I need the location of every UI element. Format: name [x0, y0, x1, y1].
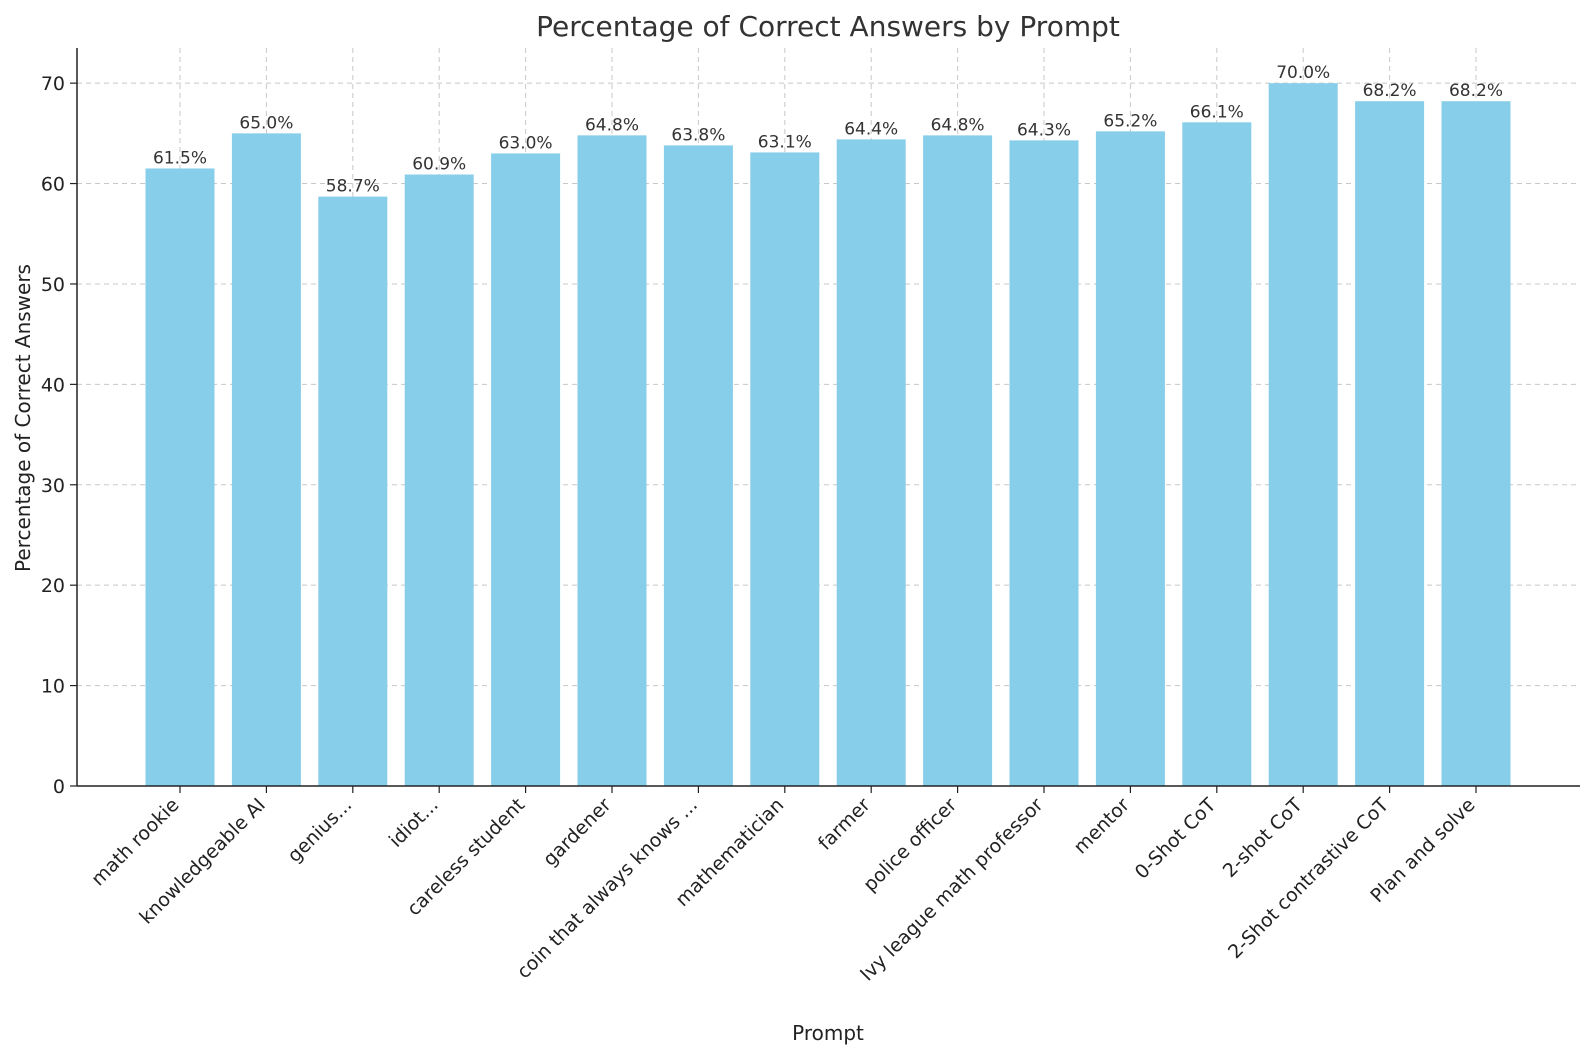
bar: [577, 135, 647, 786]
bar: [750, 152, 820, 786]
bar: [404, 174, 474, 786]
bar: [231, 133, 301, 787]
bar-data-label: 64.8%: [931, 115, 985, 135]
bar: [1095, 131, 1165, 787]
x-tick-label: genius...: [283, 794, 356, 867]
y-tick-label: 10: [41, 676, 65, 698]
bar-data-label: 58.7%: [326, 177, 380, 197]
bar-data-label: 64.8%: [585, 115, 639, 135]
bar-data-label: 60.9%: [412, 155, 466, 175]
x-tick-label: 2-shot CoT: [1219, 794, 1307, 882]
bar: [1441, 101, 1511, 787]
y-tick-label: 20: [41, 575, 65, 597]
bar: [145, 168, 215, 786]
bar: [663, 145, 733, 786]
bar-data-label: 63.0%: [499, 133, 553, 153]
x-tick-label: Ivy league math professor: [856, 794, 1048, 986]
x-tick-label: 0-Shot CoT: [1131, 794, 1221, 884]
bar-data-label: 65.0%: [239, 113, 293, 133]
bar-data-label: 63.8%: [671, 125, 725, 145]
bar: [923, 135, 993, 786]
y-tick-label: 60: [41, 174, 65, 196]
x-tick-label: 2-Shot contrastive CoT: [1224, 794, 1393, 963]
bar-data-label: 70.0%: [1276, 63, 1330, 83]
chart-title: Percentage of Correct Answers by Prompt: [536, 10, 1120, 43]
bar-layer: [145, 83, 1511, 787]
bar-data-label: 64.3%: [1017, 120, 1071, 140]
bar-data-label: 68.2%: [1363, 81, 1417, 101]
x-tick-label: coin that always knows ...: [513, 794, 702, 983]
x-tick-label: idiot...: [385, 794, 443, 852]
bar: [491, 153, 561, 786]
grid-layer: [77, 48, 1580, 787]
bar-data-label: 65.2%: [1103, 111, 1157, 131]
bar: [1355, 101, 1425, 787]
x-tick-label: math rookie: [87, 794, 183, 890]
bar-data-label: 66.1%: [1190, 102, 1244, 122]
bar-data-label: 61.5%: [153, 148, 207, 168]
y-tick-label: 50: [41, 274, 65, 296]
bar: [1009, 140, 1079, 787]
bar: [1268, 83, 1338, 786]
axis-layer: [70, 48, 1580, 793]
x-tick-label: gardener: [539, 794, 616, 871]
y-tick-label: 70: [41, 73, 65, 95]
y-axis-label: Percentage of Correct Answers: [11, 264, 35, 572]
bar-data-label: 64.4%: [844, 119, 898, 139]
x-tick-label: farmer: [814, 794, 875, 855]
bar-data-label: 63.1%: [758, 132, 812, 152]
bar: [318, 196, 388, 787]
bar: [1182, 122, 1252, 786]
y-tick-label: 0: [53, 776, 65, 798]
bar-data-label: 68.2%: [1449, 81, 1503, 101]
y-tick-label: 30: [41, 475, 65, 497]
x-axis-label: Prompt: [792, 1021, 864, 1045]
x-tick-label: mentor: [1069, 794, 1134, 859]
y-tick-label: 40: [41, 374, 65, 396]
bar: [836, 139, 906, 786]
